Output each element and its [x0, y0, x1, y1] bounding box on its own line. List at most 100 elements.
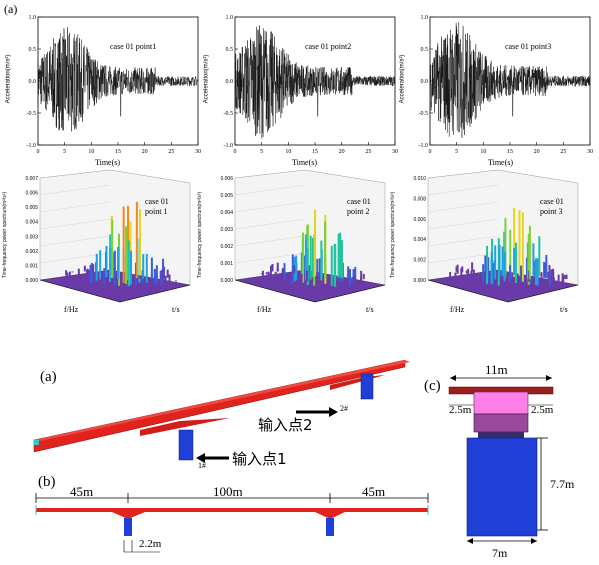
- spec2-tlabel: t/s: [366, 305, 374, 314]
- pier-height-label: 7.7m: [550, 477, 575, 491]
- spec2-ztick-label: 0.005: [220, 193, 233, 199]
- plot2-xtick-label: 20: [339, 149, 345, 155]
- plot3-signal-line: [429, 22, 591, 138]
- plot1-xtick-label: 0: [37, 149, 40, 155]
- input-2-arrowhead: [329, 407, 338, 417]
- plot3-ytick-label: 0.0: [421, 79, 429, 85]
- spec2-flabel: f/Hz: [257, 305, 272, 314]
- spec3-grid: [427, 235, 499, 247]
- spec1-grid: [39, 252, 111, 264]
- plot2-ytick-label: 0.5: [226, 47, 234, 53]
- plot2-xtick-label: 15: [312, 149, 318, 155]
- spec1-tlabel: t/s: [172, 305, 180, 314]
- plot1-xtick-label: 10: [88, 149, 94, 155]
- pier-1-elevation: [124, 518, 132, 536]
- plot2-ytick-label: -1.0: [224, 143, 234, 149]
- bearing: [478, 432, 524, 438]
- pier-2-elevation: [326, 518, 334, 536]
- plot2-xtick-label: 30: [392, 149, 398, 155]
- plot3-ytick-label: -1.0: [419, 143, 429, 149]
- spec3-ztick-label: 0.000: [413, 278, 426, 284]
- bridge-deck-haunch-left: [140, 418, 230, 436]
- input-point-1-label: 输入点1: [232, 450, 287, 468]
- plot2-xtick-label: 10: [285, 149, 291, 155]
- plot1-title: case 01 point1: [110, 42, 157, 51]
- span-mid-label: 100m: [213, 484, 243, 499]
- bridge-label-c: (c): [424, 378, 441, 394]
- spec1-ztick-label: 0.001: [25, 263, 38, 269]
- plot3-xtick-label: 15: [507, 149, 513, 155]
- panel-label-a-top: (a): [4, 2, 18, 16]
- spec3-case: case 01: [540, 197, 564, 206]
- acceleration-time-history-plots: 0 5 10 15 20 25 30 -1.0 -0.5 0.0 0.5 1.0 0 5 10 15 20 25 3…: [27, 15, 594, 155]
- spec1-point: point 1: [145, 207, 168, 216]
- plot1-ytick-label: -1.0: [27, 143, 37, 149]
- spec1-ztick-label: 0.004: [25, 220, 38, 226]
- spec2-taxis: [314, 284, 386, 303]
- spec3-ztick-label: 0.004: [413, 237, 426, 243]
- plot2-ytick-label: 0.0: [226, 79, 234, 85]
- spec2-grid: [234, 235, 306, 247]
- plot1-xtick-label: 15: [115, 149, 121, 155]
- spec3-grid: [427, 184, 499, 196]
- plot1-ytick-label: 0.0: [29, 79, 37, 85]
- spec2-ztick-label: 0.001: [220, 261, 233, 267]
- pier-mark-1: 1#: [198, 461, 206, 470]
- plot3-xlabel: Time(s): [488, 158, 514, 167]
- plot2-xtick-label: 25: [365, 149, 371, 155]
- plot3-title: case 01 point3: [505, 42, 552, 51]
- plot1-xtick-label: 20: [142, 149, 148, 155]
- spec3-point: point 3: [540, 207, 563, 216]
- spec1-case: case 01: [145, 197, 169, 206]
- plot1-xlabel: Time(s): [95, 158, 121, 167]
- cantilever-right-label: 2.5m: [531, 404, 554, 416]
- spec1-ztick-label: 0.002: [25, 249, 38, 255]
- spec2-faxis: [234, 279, 316, 303]
- deck-width-label: 11m: [485, 362, 508, 377]
- cantilever-left-label: 2.5m: [449, 404, 472, 416]
- plot3-xtick-label: 25: [560, 149, 566, 155]
- pier-width-label: 2.2m: [139, 538, 162, 550]
- spec3-flabel: f/Hz: [450, 305, 465, 314]
- spec1-grid: [39, 235, 111, 247]
- spec3-ztick-label: 0.010: [413, 176, 426, 182]
- spec1-faxis: [39, 279, 121, 303]
- input-1-arrowhead: [196, 453, 205, 463]
- bridge-elevation-deck: [36, 508, 428, 519]
- spec1-flabel: f/Hz: [64, 305, 79, 314]
- plot1-xtick-label: 25: [168, 149, 174, 155]
- plot2-xtick-label: 5: [260, 149, 263, 155]
- bridge-label-b: (b): [38, 474, 56, 490]
- spec1-ztick-label: 0.006: [25, 191, 38, 197]
- bridge-deck-top-face: [34, 360, 410, 441]
- plot3-xtick-label: 10: [480, 149, 486, 155]
- spec1-grid: [39, 201, 111, 213]
- spec3-grid: [427, 201, 499, 213]
- plot2-signal-line: [234, 25, 396, 139]
- pier-2-perspective: [360, 373, 374, 400]
- plot1-ytick-label: 0.5: [29, 47, 37, 53]
- bridge-deck-perspective: [33, 359, 406, 453]
- plot3-xtick-label: 5: [455, 149, 458, 155]
- plot1-ytick-label: -0.5: [27, 111, 37, 117]
- spec2-grid: [234, 184, 306, 196]
- plot3-ytick-label: 1.0: [421, 15, 429, 21]
- pier-1-perspective: [178, 429, 194, 461]
- spec3-ztick-label: 0.008: [413, 196, 426, 202]
- pier-base-label: 7m: [492, 546, 508, 560]
- spec3-ztick-label: 0.002: [413, 258, 426, 264]
- spec1-ztick-label: 0.005: [25, 205, 38, 211]
- spec2-ztick-label: 0.004: [220, 210, 233, 216]
- spec2-grid: [234, 201, 306, 213]
- plot1-xtick-label: 5: [63, 149, 66, 155]
- span-left-label: 45m: [70, 484, 94, 499]
- box-girder-lower: [473, 413, 529, 433]
- plot2-title: case 01 point2: [305, 42, 352, 51]
- spec3-ztick-label: 0.006: [413, 217, 426, 223]
- pier-mark-2: 2#: [340, 404, 348, 413]
- spec2-ztick-label: 0.006: [220, 176, 233, 182]
- box-girder-upper: [473, 391, 529, 415]
- plot3-ytick-label: -0.5: [419, 111, 429, 117]
- plot3-xtick-label: 20: [534, 149, 540, 155]
